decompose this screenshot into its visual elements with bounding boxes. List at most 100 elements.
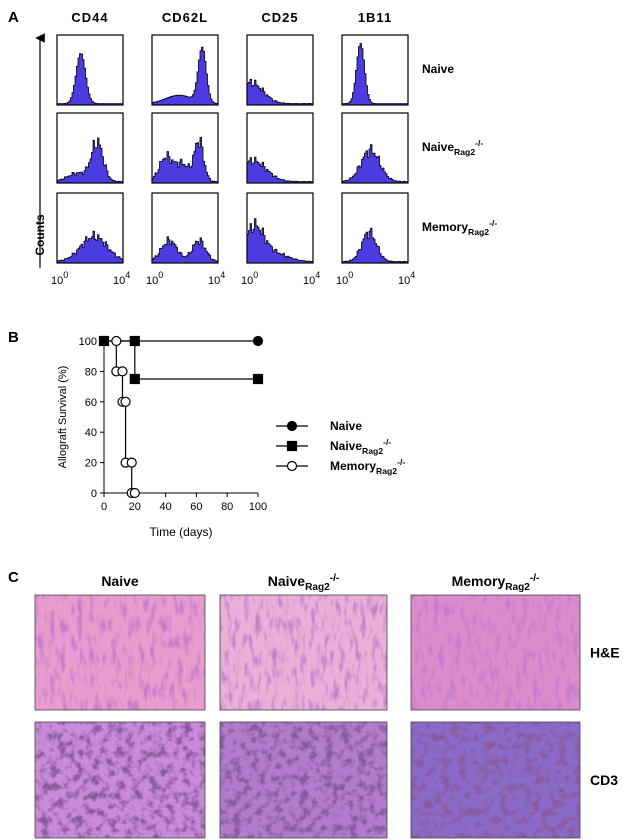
marker bbox=[252, 335, 264, 347]
y-tick-label: 60 bbox=[85, 397, 97, 409]
histogram bbox=[246, 156, 314, 184]
label-subscript: Rag2 bbox=[305, 582, 330, 593]
tick-base: 10 bbox=[398, 275, 410, 287]
label-superscript: -/- bbox=[475, 138, 483, 148]
marker bbox=[252, 373, 264, 385]
micrograph bbox=[220, 595, 387, 710]
y-tick-label: 100 bbox=[79, 336, 97, 348]
y-tick-label: 40 bbox=[85, 427, 97, 439]
marker bbox=[120, 396, 131, 407]
x-axis-label: Time (days) bbox=[150, 525, 213, 539]
micrograph-frame bbox=[34, 721, 206, 839]
micrograph-frame bbox=[34, 594, 206, 711]
y-tick-label: 20 bbox=[85, 458, 97, 470]
label-name: Naive bbox=[422, 62, 454, 76]
micrograph-frame bbox=[410, 721, 581, 839]
column-header: CD62L bbox=[162, 10, 208, 25]
histogram bbox=[56, 53, 124, 106]
histogram bbox=[56, 230, 124, 264]
micrograph-frame bbox=[219, 594, 388, 711]
y-tick-label: 0 bbox=[91, 488, 97, 500]
micrograph-frame bbox=[219, 721, 388, 839]
histogram bbox=[151, 236, 219, 264]
histogram bbox=[151, 136, 219, 184]
histogram-frame bbox=[56, 112, 124, 184]
tick-exponent: 4 bbox=[125, 270, 130, 280]
histogram-frame bbox=[56, 192, 124, 264]
label-superscript: -/- bbox=[489, 218, 497, 228]
label-name: Naive bbox=[330, 439, 362, 453]
legend-marker bbox=[286, 420, 298, 432]
histogram-frame bbox=[151, 34, 219, 106]
tick-base: 10 bbox=[336, 275, 348, 287]
label-name: Naive bbox=[101, 573, 139, 589]
label: MemoryRag2-/- bbox=[422, 218, 497, 237]
histogram bbox=[246, 78, 314, 106]
panel-label: A bbox=[8, 9, 19, 26]
x-tick-label: 100 bbox=[146, 270, 163, 287]
histogram-frame bbox=[151, 192, 219, 264]
label-subscript: Rag2 bbox=[376, 466, 397, 476]
histogram bbox=[56, 137, 124, 184]
histogram bbox=[341, 144, 409, 184]
micrograph bbox=[35, 722, 205, 838]
label-superscript: -/- bbox=[330, 573, 340, 584]
marker bbox=[117, 366, 128, 377]
tick-base: 10 bbox=[303, 275, 315, 287]
x-tick-label: 100 bbox=[249, 501, 267, 513]
marker bbox=[129, 487, 140, 499]
marker bbox=[126, 457, 137, 468]
x-tick-label: 60 bbox=[190, 501, 202, 513]
micrograph bbox=[411, 595, 580, 710]
micrograph bbox=[35, 595, 205, 710]
legend-marker bbox=[286, 440, 298, 452]
panel-label: B bbox=[8, 329, 19, 346]
tick-exponent: 0 bbox=[158, 270, 163, 280]
micrograph-frame bbox=[410, 594, 581, 711]
panel-label: C bbox=[8, 569, 19, 586]
x-tick-label: 0 bbox=[101, 501, 107, 513]
marker bbox=[111, 335, 122, 347]
x-tick-label: 40 bbox=[159, 501, 171, 513]
histogram bbox=[341, 227, 409, 264]
histogram-frame bbox=[246, 112, 314, 184]
marker bbox=[129, 335, 140, 347]
label-subscript: Rag2 bbox=[454, 147, 475, 157]
x-tick-label: 100 bbox=[336, 270, 353, 287]
label-superscript: -/- bbox=[383, 437, 391, 447]
histogram-frame bbox=[341, 192, 409, 264]
x-tick-label: 80 bbox=[221, 501, 233, 513]
y-axis-label: Allograft Survival (%) bbox=[57, 366, 69, 469]
tick-exponent: 4 bbox=[315, 270, 320, 280]
series-line bbox=[115, 341, 135, 494]
tick-base: 10 bbox=[208, 275, 220, 287]
x-tick-label: 104 bbox=[398, 270, 415, 287]
label-subscript: Rag2 bbox=[468, 227, 489, 237]
label: Naive bbox=[330, 419, 362, 433]
tick-exponent: 0 bbox=[63, 270, 68, 280]
label-name: Naive bbox=[330, 419, 362, 433]
tick-base: 10 bbox=[146, 275, 158, 287]
tick-exponent: 0 bbox=[348, 270, 353, 280]
label-subscript: Rag2 bbox=[505, 582, 530, 593]
x-tick-label: 104 bbox=[113, 270, 130, 287]
label-name: Naive bbox=[422, 140, 454, 154]
label-name: Memory bbox=[452, 573, 506, 589]
label: MemoryRag2-/- bbox=[452, 573, 540, 593]
x-tick-label: 100 bbox=[51, 270, 68, 287]
label-name: Naive bbox=[268, 573, 306, 589]
x-tick-label: 100 bbox=[241, 270, 258, 287]
histogram-frame bbox=[341, 34, 409, 106]
micrograph bbox=[220, 722, 387, 838]
tick-base: 10 bbox=[51, 275, 63, 287]
tick-exponent: 4 bbox=[220, 270, 225, 280]
histogram-frame bbox=[246, 34, 314, 106]
label: NaiveRag2-/- bbox=[268, 573, 340, 593]
label: Naive bbox=[422, 62, 454, 76]
histogram bbox=[341, 43, 409, 106]
column-header: 1B11 bbox=[358, 10, 392, 25]
label: MemoryRag2-/- bbox=[330, 457, 405, 476]
label-superscript: -/- bbox=[530, 573, 540, 584]
x-tick-label: 104 bbox=[208, 270, 225, 287]
